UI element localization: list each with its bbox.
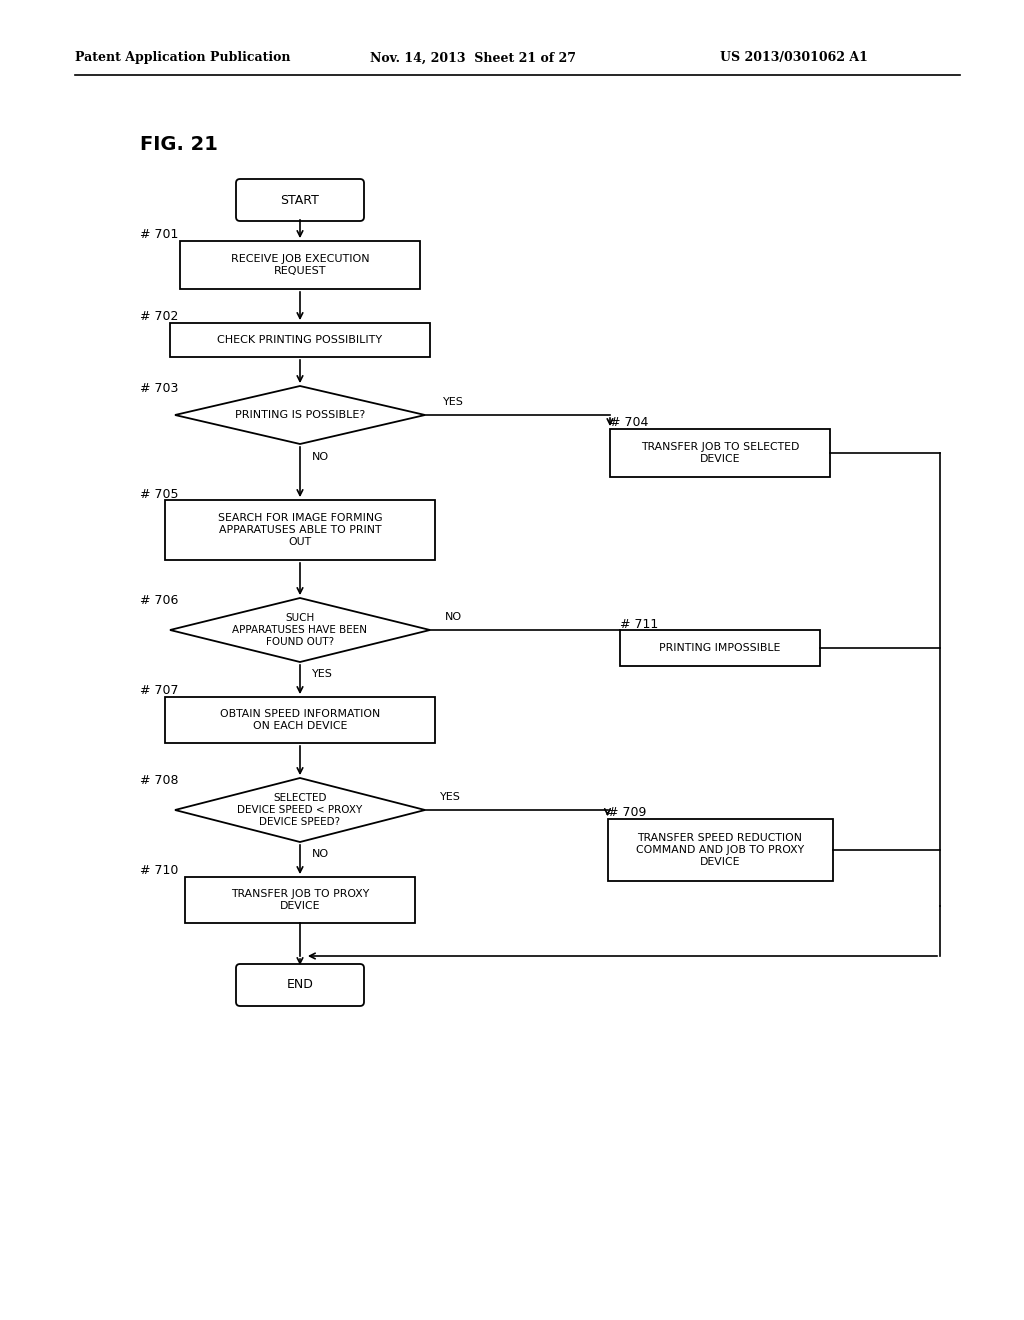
Text: PRINTING IS POSSIBLE?: PRINTING IS POSSIBLE?	[234, 411, 366, 420]
Text: # 706: # 706	[140, 594, 178, 606]
Text: # 711: # 711	[620, 618, 658, 631]
Text: OBTAIN SPEED INFORMATION
ON EACH DEVICE: OBTAIN SPEED INFORMATION ON EACH DEVICE	[220, 709, 380, 731]
Text: TRANSFER JOB TO PROXY
DEVICE: TRANSFER JOB TO PROXY DEVICE	[230, 890, 369, 911]
Polygon shape	[175, 777, 425, 842]
Text: # 704: # 704	[610, 417, 648, 429]
Text: # 708: # 708	[140, 774, 178, 787]
Bar	[620, 630, 820, 667]
Polygon shape	[170, 598, 430, 663]
Text: # 703: # 703	[140, 381, 178, 395]
Text: START: START	[281, 194, 319, 206]
Bar	[185, 876, 415, 923]
Bar	[165, 500, 435, 560]
Text: CHECK PRINTING POSSIBILITY: CHECK PRINTING POSSIBILITY	[217, 335, 383, 345]
Text: FIG. 21: FIG. 21	[140, 136, 218, 154]
Text: NO: NO	[312, 451, 329, 462]
Text: END: END	[287, 978, 313, 991]
Text: # 710: # 710	[140, 865, 178, 878]
Text: RECEIVE JOB EXECUTION
REQUEST: RECEIVE JOB EXECUTION REQUEST	[230, 255, 370, 276]
Bar	[180, 242, 420, 289]
Text: YES: YES	[312, 669, 333, 678]
Text: # 709: # 709	[607, 807, 646, 820]
Text: # 702: # 702	[140, 310, 178, 323]
Text: # 707: # 707	[140, 685, 178, 697]
Text: NO: NO	[312, 849, 329, 859]
Text: SEARCH FOR IMAGE FORMING
APPARATUSES ABLE TO PRINT
OUT: SEARCH FOR IMAGE FORMING APPARATUSES ABL…	[218, 513, 382, 546]
FancyBboxPatch shape	[236, 180, 364, 220]
Text: PRINTING IMPOSSIBLE: PRINTING IMPOSSIBLE	[659, 643, 780, 653]
Text: YES: YES	[440, 792, 461, 803]
Text: # 701: # 701	[140, 228, 178, 242]
Text: # 705: # 705	[140, 487, 178, 500]
Bar	[610, 429, 830, 477]
Bar	[165, 697, 435, 743]
Bar	[607, 818, 833, 880]
Bar	[170, 323, 430, 356]
Text: SUCH
APPARATUSES HAVE BEEN
FOUND OUT?: SUCH APPARATUSES HAVE BEEN FOUND OUT?	[232, 614, 368, 647]
Text: Nov. 14, 2013  Sheet 21 of 27: Nov. 14, 2013 Sheet 21 of 27	[370, 51, 575, 65]
Text: SELECTED
DEVICE SPEED < PROXY
DEVICE SPEED?: SELECTED DEVICE SPEED < PROXY DEVICE SPE…	[238, 793, 362, 826]
FancyBboxPatch shape	[236, 964, 364, 1006]
Text: TRANSFER JOB TO SELECTED
DEVICE: TRANSFER JOB TO SELECTED DEVICE	[641, 442, 799, 463]
Text: TRANSFER SPEED REDUCTION
COMMAND AND JOB TO PROXY
DEVICE: TRANSFER SPEED REDUCTION COMMAND AND JOB…	[636, 833, 804, 867]
Text: Patent Application Publication: Patent Application Publication	[75, 51, 291, 65]
Polygon shape	[175, 385, 425, 444]
Text: NO: NO	[445, 612, 462, 622]
Text: US 2013/0301062 A1: US 2013/0301062 A1	[720, 51, 868, 65]
Text: YES: YES	[443, 397, 464, 407]
